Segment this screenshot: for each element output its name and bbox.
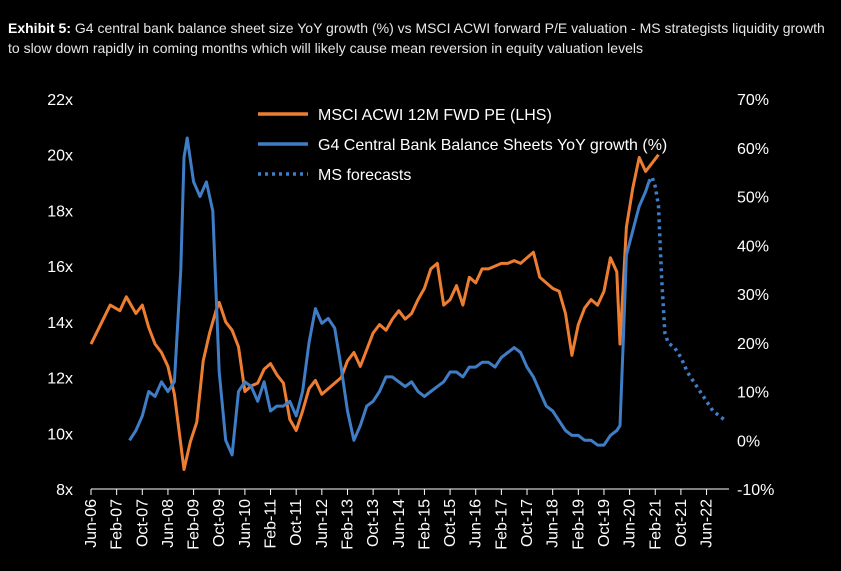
x-tick-label: Jun-18 [545,499,562,548]
x-tick-label: Oct-11 [288,499,305,546]
x-tick-label: Jun-16 [468,499,485,548]
x-tick-label: Feb-17 [493,499,510,550]
series-line-1 [89,153,660,471]
chart-title: Exhibit 5: G4 central bank balance sheet… [8,18,833,58]
legend-label-3: MS forecasts [318,167,411,184]
x-tick-label: Oct-09 [211,499,228,547]
y-left-tick-label: 22x [47,92,73,109]
y-left-tick-label: 20x [47,148,73,165]
legend-label-2: G4 Central Bank Balance Sheets YoY growt… [318,137,667,154]
x-tick-label: Oct-15 [442,499,459,547]
y-right-tick-label: 50% [737,190,769,207]
x-tick-label: Jun-10 [237,499,254,548]
x-tick-label: Feb-15 [416,499,433,550]
x-tick-label: Feb-09 [186,499,203,550]
exhibit-label: Exhibit 5: [8,20,72,36]
x-tick-label: Feb-13 [339,499,356,550]
x-tick-label: Oct-13 [365,499,382,547]
y-right-tick-label: 10% [737,385,769,402]
y-right-tick-label: 0% [737,433,760,450]
x-tick-label: Oct-07 [134,499,151,547]
y-left-tick-label: 10x [47,426,73,443]
x-tick-label: Jun-20 [622,499,639,548]
y-left-tick-label: 16x [47,259,73,276]
chart-legend: MSCI ACWI 12M FWD PE (LHS) G4 Central Ban… [258,107,667,184]
y-right-tick-label: 40% [737,238,769,255]
y-right-tick-label: 30% [737,287,769,304]
y-right-tick-label: -10% [737,482,774,499]
x-tick-label: Feb-07 [109,499,126,550]
x-tick-label: Oct-19 [596,499,613,547]
chart-axes: Jun-06 Feb-07 Oct-07 Jun-08 Feb-09 Oct-09 Jun-… [47,92,774,550]
x-tick-label: Oct-21 [673,499,690,547]
y-right-tick-label: 60% [737,141,769,158]
x-tick-label: Jun-06 [83,499,100,548]
y-right-tick-label: 20% [737,336,769,353]
chart-series [89,136,727,471]
y-right-tick-label: 70% [737,92,769,109]
x-tick-label: Jun-12 [314,499,331,548]
legend-label-1: MSCI ACWI 12M FWD PE (LHS) [318,107,552,124]
x-tick-label: Jun-08 [160,499,177,548]
x-tick-label: Jun-22 [699,499,716,548]
x-tick-label: Jun-14 [391,499,408,548]
y-left-tick-label: 12x [47,371,73,388]
x-tick-label: Oct-17 [519,499,536,547]
series-line-2 [128,136,651,457]
y-left-tick-label: 8x [56,482,73,499]
series-line-3 [647,175,727,423]
y-left-tick-label: 18x [47,203,73,220]
chart-title-text: G4 central bank balance sheet size YoY g… [8,20,825,56]
x-tick-label: Feb-19 [570,499,587,550]
x-tick-label: Feb-21 [647,499,664,550]
x-tick-label: Feb-11 [263,499,280,549]
y-left-tick-label: 14x [47,315,73,332]
